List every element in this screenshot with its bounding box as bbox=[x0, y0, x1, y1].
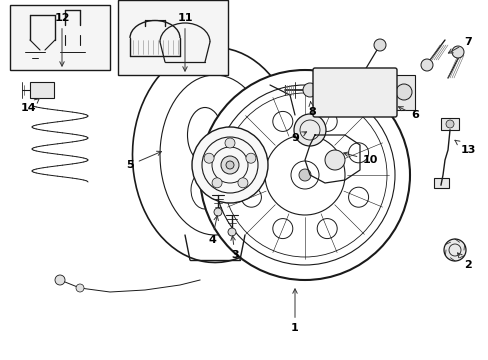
Circle shape bbox=[200, 70, 409, 280]
Circle shape bbox=[238, 178, 247, 188]
Text: 8: 8 bbox=[307, 102, 315, 117]
Bar bbox=[30, 82, 54, 98]
Circle shape bbox=[317, 219, 337, 239]
Text: 13: 13 bbox=[454, 140, 475, 155]
Bar bbox=[292, 85, 314, 103]
Circle shape bbox=[373, 39, 385, 51]
Circle shape bbox=[443, 239, 465, 261]
Circle shape bbox=[420, 59, 432, 71]
Circle shape bbox=[192, 127, 267, 203]
Circle shape bbox=[451, 46, 463, 58]
Text: 3: 3 bbox=[230, 236, 238, 260]
Circle shape bbox=[224, 138, 235, 148]
Circle shape bbox=[241, 143, 261, 163]
Text: 11: 11 bbox=[177, 13, 192, 71]
Bar bbox=[392, 75, 414, 110]
Circle shape bbox=[212, 178, 222, 188]
Circle shape bbox=[325, 150, 345, 170]
Text: 2: 2 bbox=[457, 253, 471, 270]
Text: 14: 14 bbox=[20, 98, 40, 113]
Bar bbox=[440, 118, 458, 130]
Text: 7: 7 bbox=[447, 37, 471, 53]
Circle shape bbox=[293, 114, 325, 146]
Circle shape bbox=[76, 284, 84, 292]
Circle shape bbox=[445, 120, 453, 128]
Circle shape bbox=[55, 275, 65, 285]
Circle shape bbox=[303, 83, 316, 97]
Bar bbox=[433, 178, 448, 188]
Text: 9: 9 bbox=[290, 132, 306, 143]
Circle shape bbox=[227, 228, 236, 236]
Circle shape bbox=[221, 156, 239, 174]
Circle shape bbox=[225, 161, 234, 169]
Circle shape bbox=[272, 219, 292, 239]
Text: 4: 4 bbox=[207, 216, 218, 245]
Circle shape bbox=[203, 153, 214, 163]
Text: 1: 1 bbox=[290, 289, 298, 333]
Text: 6: 6 bbox=[398, 107, 418, 120]
Text: 5: 5 bbox=[126, 151, 161, 170]
Circle shape bbox=[214, 208, 222, 216]
Circle shape bbox=[298, 169, 310, 181]
Circle shape bbox=[348, 187, 368, 207]
Text: 12: 12 bbox=[54, 13, 70, 66]
Circle shape bbox=[241, 187, 261, 207]
Bar bbox=[118, 0, 227, 75]
Bar bbox=[10, 5, 110, 70]
Circle shape bbox=[395, 84, 411, 100]
FancyBboxPatch shape bbox=[312, 68, 396, 117]
Circle shape bbox=[348, 143, 368, 163]
Circle shape bbox=[245, 153, 255, 163]
Circle shape bbox=[272, 111, 292, 131]
Circle shape bbox=[317, 111, 337, 131]
Text: 10: 10 bbox=[343, 152, 377, 165]
